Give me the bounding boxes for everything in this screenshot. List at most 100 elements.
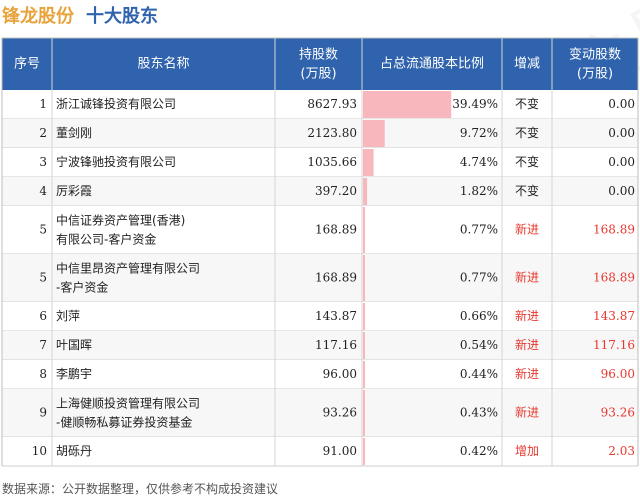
delta-cell: 96.00	[601, 367, 635, 381]
rank-cell: 5	[39, 271, 47, 285]
ratio-label: 0.43%	[460, 406, 498, 420]
delta-cell: 168.89	[593, 223, 635, 237]
shares-cell: 96.00	[323, 367, 357, 381]
delta-cell: 0.00	[608, 155, 635, 169]
rank-cell: 10	[32, 444, 47, 458]
ratio-label: 0.42%	[460, 444, 498, 458]
change-cell: 新进	[515, 308, 539, 323]
table-row	[2, 177, 638, 206]
ratio-bar	[363, 361, 365, 388]
name-cell: 刘萍	[56, 309, 80, 323]
header-delta: 变动股数	[569, 47, 621, 63]
ratio-bar	[363, 207, 365, 253]
shares-cell: 1035.66	[307, 155, 357, 169]
change-cell: 不变	[515, 183, 539, 198]
shares-cell: 168.89	[315, 223, 357, 237]
rank-cell: 3	[39, 155, 47, 169]
rank-cell: 9	[39, 406, 47, 420]
change-cell: 不变	[515, 125, 539, 140]
name-cell: 厉彩霞	[56, 184, 92, 198]
ratio-bar	[363, 303, 365, 330]
name-cell: -客户资金	[56, 280, 108, 295]
ratio-bar	[363, 255, 365, 301]
name-cell: 浙江诚锋投资有限公司	[56, 96, 176, 111]
header-background	[2, 38, 638, 90]
change-cell: 不变	[515, 96, 539, 111]
rank-cell: 8	[39, 367, 47, 381]
name-cell: 胡砾丹	[56, 444, 92, 458]
header-delta-unit: (万股)	[577, 67, 613, 82]
name-cell: 叶国晖	[56, 338, 92, 352]
name-cell: 有限公司-客户资金	[56, 232, 156, 247]
name-cell: 董剑刚	[56, 125, 92, 140]
rank-cell: 2	[39, 126, 47, 140]
change-cell: 新进	[515, 337, 539, 352]
table-row	[2, 206, 638, 254]
shares-cell: 397.20	[315, 184, 357, 198]
shares-cell: 91.00	[323, 444, 357, 458]
rank-cell: 4	[39, 184, 47, 198]
name-cell: -健顺畅私募证券投资基金	[56, 415, 192, 430]
delta-cell: 93.26	[601, 406, 635, 420]
rank-cell: 1	[39, 97, 47, 111]
ratio-bar	[363, 438, 365, 465]
shares-cell: 168.89	[315, 271, 357, 285]
table-row	[2, 360, 638, 389]
name-cell: 李鹏宇	[56, 366, 92, 381]
header-shares: 持股数	[299, 48, 338, 63]
change-cell: 增加	[515, 444, 539, 458]
rank-cell: 5	[39, 223, 47, 237]
rank-cell: 7	[39, 338, 47, 352]
name-cell: 中信证券资产管理(香港)	[56, 213, 185, 228]
change-cell: 新进	[515, 366, 539, 381]
delta-cell: 143.87	[593, 309, 635, 323]
change-cell: 不变	[515, 154, 539, 169]
ratio-bar	[363, 332, 365, 359]
name-cell: 中信里昂资产管理有限公司	[56, 261, 200, 276]
table-row	[2, 331, 638, 360]
shares-cell: 143.87	[315, 309, 357, 323]
ratio-label: 0.77%	[460, 223, 498, 237]
ratio-label: 0.54%	[460, 338, 498, 352]
table-row	[2, 148, 638, 177]
header-name: 股东名称	[137, 56, 189, 72]
delta-cell: 0.00	[608, 126, 635, 140]
table-row	[2, 119, 638, 148]
change-cell: 新进	[515, 222, 539, 237]
header-ratio: 占总流通股本比例	[380, 57, 484, 72]
ratio-label: 0.44%	[460, 367, 498, 381]
table-row	[2, 389, 638, 437]
shares-cell: 8627.93	[307, 97, 357, 111]
ratio-label: 1.82%	[460, 184, 498, 198]
ratio-label: 9.72%	[460, 126, 498, 140]
name-cell: 宁波锋驰投资有限公司	[56, 154, 176, 169]
table-row	[2, 302, 638, 331]
company-title: 锋龙股份	[2, 6, 74, 27]
section-title: 十大股东	[86, 6, 158, 27]
delta-cell: 117.16	[593, 338, 635, 352]
ratio-label: 0.66%	[460, 309, 498, 323]
ratio-bar	[363, 178, 368, 205]
delta-cell: 2.03	[608, 444, 635, 458]
table-row	[2, 437, 638, 466]
ratio-label: 0.77%	[460, 271, 498, 285]
delta-cell: 168.89	[593, 271, 635, 285]
ratio-bar	[363, 91, 452, 118]
data-source-note: 数据来源：公开数据整理，仅供参考不构成投资建议	[2, 482, 279, 496]
delta-cell: 0.00	[608, 97, 635, 111]
change-cell: 新进	[515, 405, 539, 420]
table-row	[2, 254, 638, 302]
change-cell: 新进	[515, 270, 539, 285]
ratio-bar	[363, 390, 365, 436]
header-change: 增减	[514, 57, 540, 72]
rank-cell: 6	[39, 309, 47, 323]
title-row: 锋龙股份 十大股东	[0, 0, 158, 30]
shares-cell: 2123.80	[307, 126, 357, 140]
table-row	[2, 90, 638, 119]
shares-cell: 117.16	[315, 338, 357, 352]
shares-cell: 93.26	[323, 406, 357, 420]
header-rank: 序号	[14, 57, 40, 72]
ratio-bar	[363, 149, 374, 176]
name-cell: 上海健顺投资管理有限公司	[56, 396, 200, 411]
